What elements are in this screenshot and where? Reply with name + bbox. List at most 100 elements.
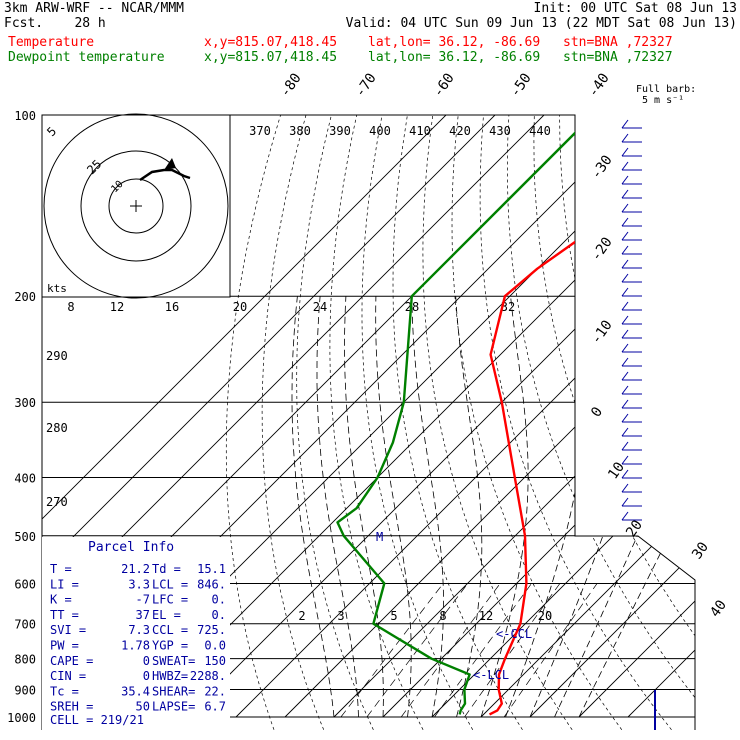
wind-barb-flag [621, 273, 629, 283]
hodograph-speed-tick: 20 [233, 300, 247, 314]
dry-adiabat [451, 115, 623, 730]
parcel-info-box: Parcel Info T = 21.2 Td = 15.1 LI = 3.3 LCL = 84… [42, 537, 230, 730]
parcel-label: LFC = [152, 593, 188, 607]
wind-barb-flag [621, 441, 629, 451]
parcel-value: 0 [143, 669, 150, 683]
wind-barb-flag [621, 315, 629, 325]
parcel-value: 725. [197, 623, 226, 637]
hodograph-arrowhead [164, 158, 176, 170]
hodograph-speed-tick: 32 [501, 300, 515, 314]
moist-adiabat [578, 296, 695, 718]
legend-temperature-xy: x,y=815.07,418.45 [204, 35, 338, 50]
wind-barb-flag [621, 259, 629, 269]
isotherm-label: -20 [588, 234, 616, 264]
wind-barb-flag [621, 133, 629, 143]
hodograph-speed-tick: 16 [165, 300, 179, 314]
legend-temperature-latlon: lat,lon= 36.12, -86.69 [368, 35, 541, 50]
barb-key-title: Full barb: [636, 84, 696, 95]
hodograph-speed-unit: kts [47, 282, 67, 295]
isotherm-label: -30 [588, 152, 616, 182]
parcel-label: HWBZ= [152, 669, 188, 683]
isotherm-line [235, 115, 695, 718]
wind-barb-flag [621, 189, 629, 199]
isentrope-label: 420 [449, 124, 471, 138]
dry-adiabat [422, 115, 573, 730]
parcel-value: 35.4 [121, 684, 150, 698]
isotherm-label: -70 [352, 70, 380, 100]
moist-adiabat [344, 296, 384, 718]
valid-time: Valid: 04 UTC Sun 09 Jun 13 (22 MDT Sat … [345, 16, 737, 31]
isentrope-label: 430 [489, 124, 511, 138]
parcel-value: 0 [143, 654, 150, 668]
isotherm-line [627, 115, 695, 718]
dry-adiabat [361, 115, 474, 730]
plot-frame [42, 114, 696, 730]
hodograph-ring [80, 150, 192, 262]
pressure-tick-label: 400 [14, 471, 36, 485]
lcl-marker: <-LCL [473, 668, 509, 682]
parcel-label: EL = [152, 608, 181, 622]
parcel-label: LI = [50, 577, 79, 591]
isotherm-line [382, 115, 695, 718]
isentrope-label: 270 [46, 495, 68, 509]
pressure-tick-label: 900 [14, 683, 36, 697]
parcel-value: 21.2 [121, 562, 150, 576]
pressure-tick-label: 600 [14, 577, 36, 591]
mixing-ratio-label: 8 [439, 609, 446, 623]
hodograph-ring [43, 113, 229, 299]
isotherm-line [480, 115, 695, 718]
parcel-value: 6.7 [204, 700, 226, 714]
fcst-value: 28 h [74, 16, 106, 31]
isotherm-label: -80 [277, 70, 305, 100]
isentrope-label: 290 [46, 349, 68, 363]
isotherm-label: -50 [507, 70, 535, 100]
isotherm-label: -10 [588, 317, 616, 347]
dry-adiabat [392, 115, 523, 730]
wind-barb-flag [621, 399, 629, 409]
wind-barb-flag [621, 287, 629, 297]
legend-temperature-stn: stn=BNA ,72327 [563, 35, 673, 50]
wind-barb-flag [621, 119, 629, 129]
wind-barb-flag [621, 217, 629, 227]
wind-barb-flag [621, 175, 629, 185]
hodograph-speed-tick: 8 [67, 300, 74, 314]
parcel-value: 2288. [190, 669, 226, 683]
pressure-tick-label: 700 [14, 618, 36, 632]
isentrope-label: 410 [409, 124, 431, 138]
parcel-label: T = [50, 562, 72, 576]
wind-barb-flag [621, 497, 629, 507]
dry-adiabat [479, 115, 672, 730]
mixing-ratio-line [434, 583, 532, 718]
wind-barb-flag [621, 329, 629, 339]
wind-barb-flag [621, 511, 629, 521]
wind-barb-flag [621, 245, 629, 255]
parcel-label: LAPSE= [152, 700, 195, 714]
mixing-ratio-label: 5 [390, 609, 397, 623]
hodograph-ring [108, 178, 164, 234]
isotherm-line [431, 115, 695, 718]
isotherm-line [578, 115, 695, 718]
moist-adiabat [291, 296, 335, 718]
wind-barb-flag [621, 357, 629, 367]
moist-adiabat [411, 296, 444, 718]
m-marker: M [376, 530, 383, 544]
isotherm-label: 20 [623, 517, 646, 540]
dry-adiabat [507, 115, 695, 730]
parcel-value: 0. [212, 593, 226, 607]
parcel-label: LCL = [152, 577, 188, 591]
isotherm-line [186, 115, 695, 718]
dry-adiabat [712, 115, 740, 730]
legend-dewpoint-name: Dewpoint temperature [8, 50, 165, 65]
wind-barb-flag [621, 371, 629, 381]
hodograph-speed-tick: 24 [313, 300, 327, 314]
pressure-tick-label: 100 [14, 109, 36, 123]
parcel-label: K = [50, 593, 72, 607]
mixing-ratio-label: 20 [538, 609, 552, 623]
isotherm-label: -40 [585, 70, 613, 100]
parcel-title: Parcel Info [88, 540, 174, 555]
mixing-ratio-label: 12 [479, 609, 493, 623]
parcel-value: 150 [204, 654, 226, 668]
isentrope-label: 400 [369, 124, 391, 138]
ccl-marker: <-CCL [496, 627, 532, 641]
